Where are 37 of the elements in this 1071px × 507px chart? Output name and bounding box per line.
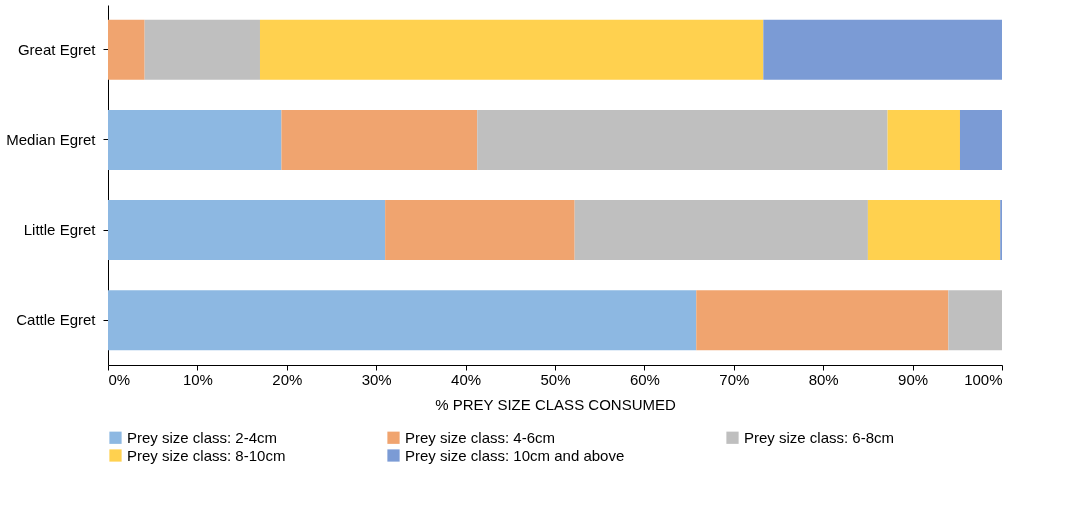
x-tick-label: 100% bbox=[964, 370, 1003, 388]
legend-label: Prey size class: 8-10cm bbox=[127, 446, 286, 464]
x-tick-label: 70% bbox=[719, 370, 750, 388]
bar bbox=[696, 290, 949, 351]
x-tick-label: 20% bbox=[272, 370, 303, 388]
bar bbox=[108, 19, 145, 80]
x-axis-title: % PREY SIZE CLASS CONSUMED bbox=[435, 395, 676, 413]
x-tick-label: 40% bbox=[451, 370, 482, 388]
x-tick-label: 60% bbox=[629, 370, 660, 388]
y-tick-label: Little Egret bbox=[23, 221, 97, 239]
bar bbox=[108, 200, 386, 261]
bar bbox=[477, 109, 888, 170]
legend-label: Prey size class: 2-4cm bbox=[127, 428, 278, 446]
bar bbox=[144, 19, 260, 80]
bar bbox=[574, 200, 868, 261]
x-tick-label: 80% bbox=[808, 370, 839, 388]
bar bbox=[867, 200, 1001, 261]
x-tick-label: 0% bbox=[108, 370, 131, 388]
bar bbox=[887, 109, 960, 170]
x-tick-label: 50% bbox=[540, 370, 571, 388]
y-tick-label: Median Egret bbox=[6, 130, 97, 148]
legend-label: Prey size class: 4-6cm bbox=[405, 428, 556, 446]
bar bbox=[959, 109, 1002, 170]
bar bbox=[108, 290, 697, 351]
bar bbox=[385, 200, 575, 261]
bar bbox=[108, 109, 282, 170]
bar bbox=[259, 19, 764, 80]
legend-label: Prey size class: 10cm and above bbox=[405, 446, 625, 464]
bar bbox=[281, 109, 478, 170]
bar bbox=[763, 19, 1002, 80]
y-tick-label: Great Egret bbox=[17, 40, 97, 58]
y-tick-label: Cattle Egret bbox=[16, 311, 97, 329]
x-tick-label: 90% bbox=[898, 370, 929, 388]
legend-label: Prey size class: 6-8cm bbox=[744, 428, 895, 446]
x-tick-label: 30% bbox=[361, 370, 392, 388]
x-tick-label: 10% bbox=[182, 370, 213, 388]
bar bbox=[948, 290, 1002, 351]
